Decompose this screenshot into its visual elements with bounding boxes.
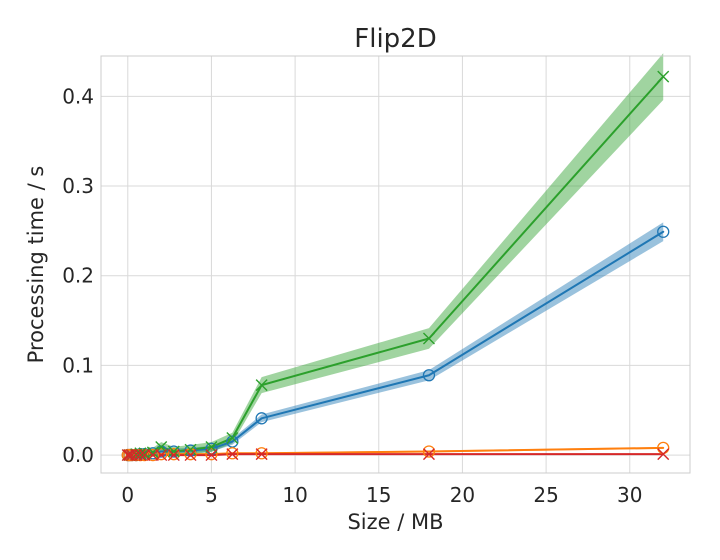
data-point-circle: [255, 447, 268, 460]
x-tick-label: 10: [282, 483, 307, 507]
data-point-x: [130, 449, 143, 462]
data-point-circle: [155, 448, 168, 461]
data-point-x: [422, 448, 435, 461]
data-point-x: [184, 443, 197, 456]
data-point-x: [205, 449, 218, 462]
x-tick-label: 25: [533, 483, 558, 507]
plot-frame: [100, 55, 691, 474]
marker-layer: [121, 70, 670, 462]
data-point-x: [226, 432, 239, 445]
y-tick-label: 0.1: [62, 353, 94, 377]
data-point-x: [146, 446, 159, 459]
data-point-circle: [205, 448, 218, 461]
y-axis-label: Processing time / s: [24, 166, 48, 364]
data-point-circle: [422, 369, 436, 382]
data-point-circle: [255, 412, 268, 425]
data-point-circle: [422, 445, 436, 458]
chart-title: Flip2D: [354, 24, 436, 54]
data-point-x: [226, 448, 239, 461]
x-axis-label: Size / MB: [347, 510, 443, 534]
data-point-x: [146, 449, 159, 462]
data-point-x: [255, 379, 268, 392]
data-point-circle: [146, 448, 160, 462]
x-tick-label: 0: [121, 483, 134, 507]
data-point-circle: [226, 435, 239, 448]
data-point-x: [125, 449, 138, 462]
data-point-x: [255, 448, 268, 461]
data-point-circle: [167, 448, 180, 461]
x-tick-label: 15: [366, 483, 391, 507]
data-point-x: [657, 448, 670, 461]
tick-label-layer: 0 5 10 15 20 25 30 0.0 0.1 0.2 0.3 0.4: [62, 84, 642, 507]
data-point-x: [121, 449, 134, 462]
data-point-circle: [657, 225, 670, 238]
data-point-x: [134, 449, 147, 462]
data-point-circle: [184, 448, 197, 461]
data-point-x: [184, 449, 197, 462]
data-point-x: [138, 449, 151, 462]
x-tick-label: 5: [205, 483, 218, 507]
x-tick-label: 30: [617, 483, 642, 507]
data-point-x: [657, 70, 670, 83]
y-tick-label: 0.2: [62, 264, 94, 288]
data-point-x: [167, 445, 180, 458]
data-point-x: [167, 449, 180, 462]
data-point-circle: [184, 444, 197, 457]
data-point-x: [155, 449, 168, 462]
y-tick-label: 0.4: [62, 84, 94, 108]
data-point-x: [422, 332, 435, 345]
y-tick-label: 0.0: [62, 443, 94, 467]
data-point-circle: [226, 447, 239, 460]
y-tick-label: 0.3: [62, 174, 94, 198]
x-tick-label: 20: [450, 483, 475, 507]
series-line: [126, 453, 665, 457]
